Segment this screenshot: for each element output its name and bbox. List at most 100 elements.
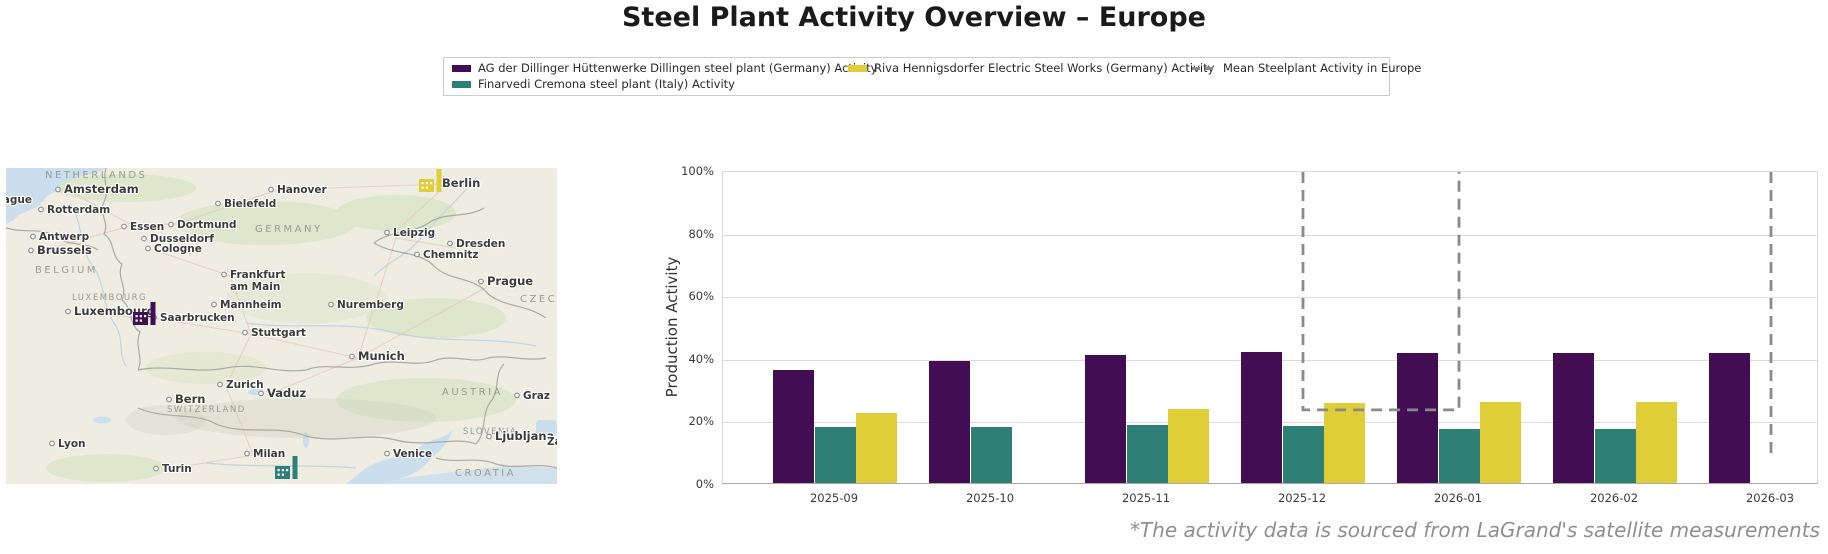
- bar-cremona-2026-01: [1438, 428, 1480, 483]
- y-tick-label: 40%: [688, 351, 714, 366]
- y-tick-label: 20%: [688, 414, 714, 429]
- city-label: Essen: [130, 221, 164, 233]
- city-dot: [221, 271, 227, 278]
- bar-hennigsdorf-2025-11: [1168, 408, 1209, 483]
- city-dot: [166, 396, 172, 403]
- city-label: Berlin: [442, 176, 480, 190]
- country-label: SWITZERLAND: [167, 405, 246, 415]
- country-label: CZECHIA: [520, 294, 557, 305]
- city-dot: [215, 200, 221, 207]
- bar-cremona-2025-09: [814, 426, 856, 483]
- city-label: Leipzig: [393, 227, 435, 239]
- country-label: CROATIA: [455, 468, 516, 479]
- legend-label: Finarvedi Cremona steel plant (Italy) Ac…: [478, 77, 735, 91]
- mean-activity-line: [1301, 172, 1773, 460]
- legend-column: Mean Steelplant Activity in Europe: [1192, 62, 1421, 75]
- bar-cremona-2025-11: [1126, 424, 1168, 483]
- city-label: Frankfurt: [230, 269, 285, 281]
- x-tick-label: 2026-02: [1589, 491, 1639, 505]
- city-dot: [49, 440, 55, 447]
- city-dot: [121, 223, 127, 230]
- city-label: Prague: [487, 274, 533, 288]
- bar-dillingen-2026-01: [1397, 353, 1438, 483]
- europe-map-canvas: NETHERLANDS BELGIUM GERMANY LUXEMBOURG SWITZ…: [6, 168, 557, 484]
- city-dot: [486, 433, 492, 440]
- gridline: [723, 297, 1817, 299]
- city-dot: [244, 450, 250, 457]
- legend-swatch-cremona: [452, 81, 471, 88]
- city-label: Zurich: [226, 379, 264, 391]
- x-tick-label: 2025-10: [965, 491, 1015, 505]
- city-dot: [478, 278, 484, 285]
- legend-label: AG der Dillinger Hüttenwerke Dillingen s…: [478, 61, 878, 75]
- city-dot: [38, 206, 44, 213]
- legend-dashed-line-swatch: [1192, 67, 1216, 70]
- plant-markers: [133, 169, 442, 479]
- city-dot: [258, 390, 264, 397]
- factory-icon: [419, 169, 442, 192]
- legend-swatch-hennigsdorf: [848, 65, 867, 72]
- city-label: Turin: [162, 463, 192, 475]
- water-bodies: [6, 168, 557, 484]
- city-label: Cologne: [154, 243, 202, 255]
- bar-hennigsdorf-2025-09: [856, 413, 897, 483]
- page-title: Steel Plant Activity Overview – Europe: [621, 2, 1206, 33]
- city-dot: [28, 247, 34, 254]
- city-dot: [141, 235, 147, 242]
- city-label: Amsterdam: [64, 182, 139, 196]
- city-label: Bern: [175, 392, 205, 406]
- city-dot: [414, 251, 420, 258]
- roads: [36, 183, 488, 471]
- chart-legend: AG der Dillinger Hüttenwerke Dillingen s…: [443, 57, 1421, 96]
- country-label: LUXEMBOURG: [72, 293, 147, 303]
- plot-area: [722, 171, 1818, 484]
- city-dot: [514, 392, 520, 399]
- europe-map: NETHERLANDS BELGIUM GERMANY LUXEMBOURG SWITZ…: [6, 168, 557, 484]
- bar-dillingen-2026-02: [1553, 353, 1594, 483]
- legend-item-hennigsdorf: Riva Hennigsdorfer Electric Steel Works …: [848, 62, 1214, 75]
- rivers: [70, 177, 537, 469]
- y-tick-label: 60%: [688, 289, 714, 304]
- city-dot: [384, 229, 390, 236]
- city-label: Graz: [523, 390, 550, 402]
- bar-dillingen-2025-12: [1241, 351, 1282, 483]
- y-tick-label: 80%: [688, 226, 714, 241]
- y-axis-label: Production Activity: [663, 256, 681, 398]
- bar-cremona-2025-10: [970, 427, 1012, 483]
- city-dot: [447, 240, 453, 247]
- city-label: Hague: [6, 194, 32, 206]
- country-label: AUSTRIA: [442, 387, 503, 398]
- city-dot: [211, 301, 217, 308]
- city-dot: [168, 221, 174, 228]
- city-label: Saarbrucken: [160, 312, 235, 324]
- x-tick-label: 2026-01: [1433, 491, 1483, 505]
- bar-dillingen-2025-10: [929, 360, 970, 483]
- bar-hennigsdorf-2026-01: [1480, 401, 1521, 483]
- legend-item-cremona: Finarvedi Cremona steel plant (Italy) Ac…: [452, 78, 848, 91]
- gridline: [723, 234, 1817, 236]
- city-label: Hanover: [277, 184, 328, 196]
- legend-item-dillingen: AG der Dillinger Hüttenwerke Dillingen s…: [452, 62, 877, 75]
- factory-icon: [133, 302, 156, 325]
- city-label: Dusseldorf: [150, 233, 214, 245]
- country-label: SLOVENIA: [463, 427, 517, 437]
- x-tick-label: 2025-12: [1277, 491, 1327, 505]
- country-label: BELGIUM: [35, 265, 98, 276]
- city-label: Chemnitz: [423, 249, 478, 261]
- city-label: Lyon: [58, 438, 86, 450]
- city-label: Mannheim: [220, 299, 282, 311]
- city-label: Venice: [393, 448, 432, 460]
- country-label: GERMANY: [255, 224, 323, 235]
- city-dot: [30, 233, 36, 240]
- bar-dillingen-2025-11: [1085, 354, 1126, 483]
- city-label: Brussels: [37, 243, 92, 257]
- city-dot: [145, 245, 151, 252]
- bar-cremona-2025-12: [1282, 425, 1324, 483]
- city-label: Nuremberg: [337, 299, 404, 311]
- city-label: Dortmund: [177, 219, 237, 231]
- data-source-footnote: *The activity data is sourced from LaGra…: [1129, 518, 1820, 542]
- city-dot: [55, 186, 61, 193]
- city-label: Milan: [253, 448, 285, 460]
- city-label: Za: [547, 436, 557, 448]
- terrain-shading: [46, 174, 516, 482]
